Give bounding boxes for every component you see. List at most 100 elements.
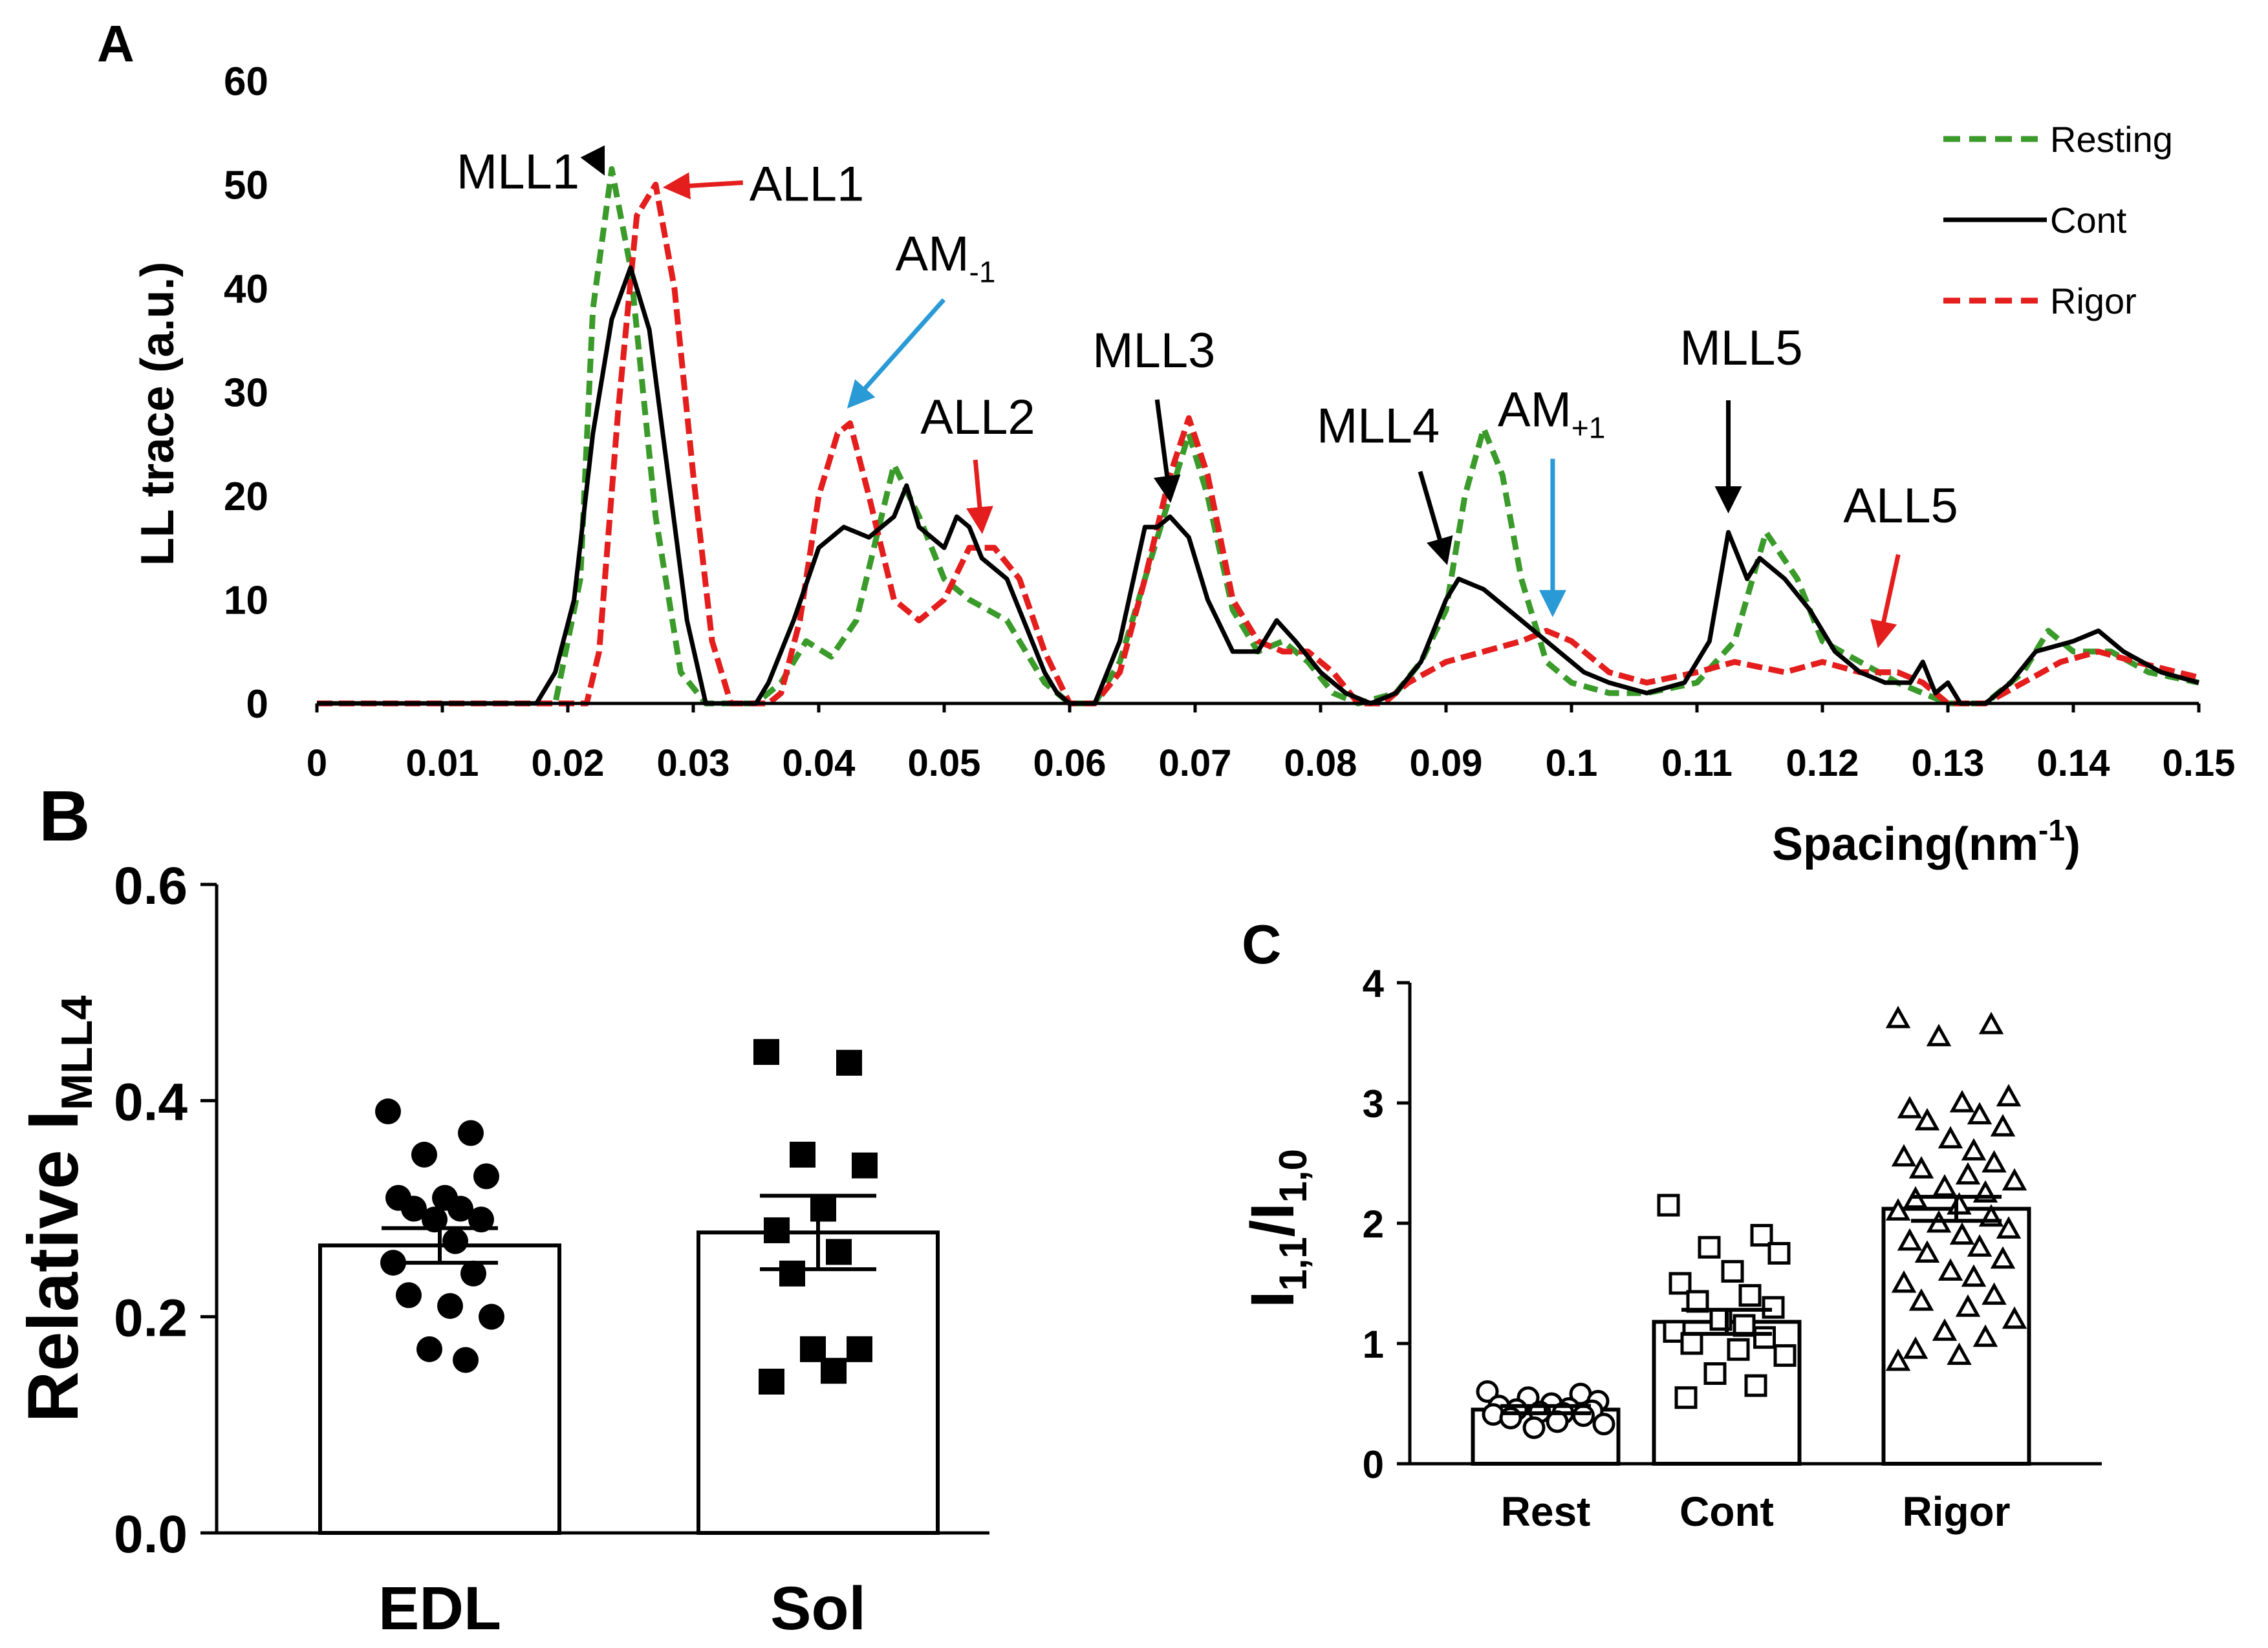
panel-b-y-label: Relative IMLL4	[14, 996, 102, 1423]
data-point-rigor	[1955, 1162, 1981, 1185]
annotation-mll4: MLL4	[1317, 398, 1440, 453]
x-tick-label: 0.01	[406, 742, 479, 784]
data-point-edl	[416, 1336, 442, 1362]
data-point-rigor	[1897, 1228, 1923, 1251]
data-point-rigor	[1908, 1288, 1934, 1311]
data-point-rigor	[1891, 1270, 1917, 1293]
annotation-mll1: MLL1	[457, 144, 579, 199]
data-point-rigor	[1885, 1005, 1911, 1029]
panel-label-a: A	[97, 15, 135, 72]
data-point-edl	[479, 1303, 504, 1330]
data-point-rigor	[1972, 1324, 1998, 1347]
data-point-rigor	[1949, 1222, 1975, 1245]
data-point-edl	[448, 1195, 473, 1222]
legend-label-rigor: Rigor	[2050, 281, 2137, 321]
data-point-edl	[460, 1260, 486, 1287]
series-line-resting	[317, 166, 2199, 707]
panel-c-ticks: 0 1 2 3 4	[1363, 962, 1410, 1486]
data-point-sol	[826, 1239, 852, 1265]
data-point-edl	[422, 1206, 448, 1233]
data-point-cont	[1753, 1326, 1776, 1349]
annotation-arrow	[662, 172, 744, 200]
data-point-edl	[396, 1282, 422, 1309]
panel-label-c: C	[1242, 914, 1281, 976]
x-category-label: Rigor	[1902, 1488, 2010, 1535]
data-point-rigor	[1978, 1011, 2004, 1034]
panel-a-y-label: LL trace (a.u.)	[132, 262, 184, 566]
x-category-label: Sol	[770, 1574, 866, 1643]
data-point-sol	[847, 1336, 872, 1362]
data-point-sol	[753, 1039, 779, 1065]
x-tick-label: 0	[307, 742, 327, 784]
data-point-sol	[759, 1368, 784, 1395]
data-point-rigor	[1932, 1174, 1958, 1197]
data-point-rest	[1572, 1404, 1595, 1428]
data-point-rigor	[1903, 1336, 1928, 1359]
data-point-cont	[1721, 1259, 1744, 1283]
series-line-cont	[317, 265, 2199, 706]
data-point-sol	[800, 1336, 826, 1362]
y-tick-label: 0.6	[114, 857, 188, 915]
panel-b-plot: EDL Sol	[318, 1039, 940, 1643]
panel-a-series	[317, 166, 2200, 707]
panel-b: EDL Sol 0.0 0.2 0.4 0.6 Relative IMLL4	[14, 857, 989, 1643]
data-point-cont	[1773, 1344, 1797, 1367]
data-point-edl	[473, 1163, 499, 1190]
data-point-sol	[821, 1358, 847, 1384]
annotation-all5: ALL5	[1843, 478, 1958, 533]
y-tick-label: 0.4	[114, 1073, 188, 1131]
data-point-rigor	[1908, 1156, 1934, 1179]
data-point-sol	[779, 1260, 805, 1287]
x-tick-label: 0.11	[1661, 742, 1733, 784]
x-tick-label: 0.03	[657, 742, 730, 784]
legend-label-resting: Resting	[2050, 119, 2173, 160]
data-point-cont	[1669, 1272, 1692, 1295]
y-tick-label: 0	[246, 682, 268, 727]
data-point-rigor	[1938, 1126, 1963, 1149]
data-point-rigor	[1996, 1216, 2022, 1239]
panel-c: Rest Cont Rigor 0 1 2 3 4 I1,1/I1,0	[1238, 962, 2102, 1535]
y-tick-label: 40	[224, 267, 268, 312]
x-tick-label: 0.02	[532, 742, 605, 784]
panel-label-b: B	[39, 776, 90, 856]
annotation-arrow	[580, 145, 605, 176]
data-point-rigor	[1955, 1294, 1981, 1317]
y-tick-label: 1	[1363, 1323, 1384, 1366]
data-point-edl	[401, 1195, 427, 1222]
data-point-cont	[1750, 1224, 1773, 1247]
y-tick-label: 20	[224, 475, 268, 519]
x-category-label: EDL	[378, 1574, 501, 1643]
y-tick-label: 4	[1363, 962, 1385, 1005]
data-point-rigor	[1926, 1023, 1952, 1047]
annotation-arrow	[847, 298, 946, 409]
panel-a-x-ticks: 0 0.01 0.02 0.03 0.04 0.05 0.06 0.07 0.08 0.09 0.1…	[307, 703, 2235, 784]
data-point-cont	[1762, 1296, 1785, 1319]
y-tick-label: 50	[224, 164, 268, 208]
panel-c-y-label: I1,1/I1,0	[1238, 1149, 1315, 1308]
x-tick-label: 0.14	[2037, 742, 2110, 784]
y-tick-label: 30	[224, 371, 268, 416]
annotation-arrow	[966, 459, 993, 535]
bar-sol	[697, 1230, 940, 1535]
data-point-rest	[1499, 1406, 1522, 1429]
data-point-rigor	[1967, 1234, 1993, 1257]
annotation-arrow	[1153, 399, 1181, 503]
data-point-rigor	[1996, 1084, 2022, 1107]
data-point-edl	[468, 1206, 494, 1233]
data-point-rigor	[1982, 1150, 2007, 1173]
data-point-sol	[764, 1217, 790, 1243]
annotation-am-minus1: AM-1	[896, 227, 996, 289]
data-point-cont	[1674, 1386, 1698, 1409]
panel-a-y-ticks: 0 10 20 30 40 50 60	[224, 59, 268, 727]
data-point-sol	[810, 1195, 836, 1222]
data-point-sol	[836, 1049, 862, 1076]
data-point-cont	[1698, 1236, 1721, 1259]
data-point-rigor	[2002, 1306, 2027, 1329]
x-tick-label: 0.06	[1033, 742, 1107, 784]
data-point-cont	[1767, 1242, 1791, 1265]
data-point-rest	[1522, 1416, 1546, 1439]
x-category-label: Cont	[1679, 1488, 1774, 1535]
data-point-cont	[1657, 1193, 1680, 1217]
annotation-am-plus1: AM+1	[1498, 383, 1605, 445]
